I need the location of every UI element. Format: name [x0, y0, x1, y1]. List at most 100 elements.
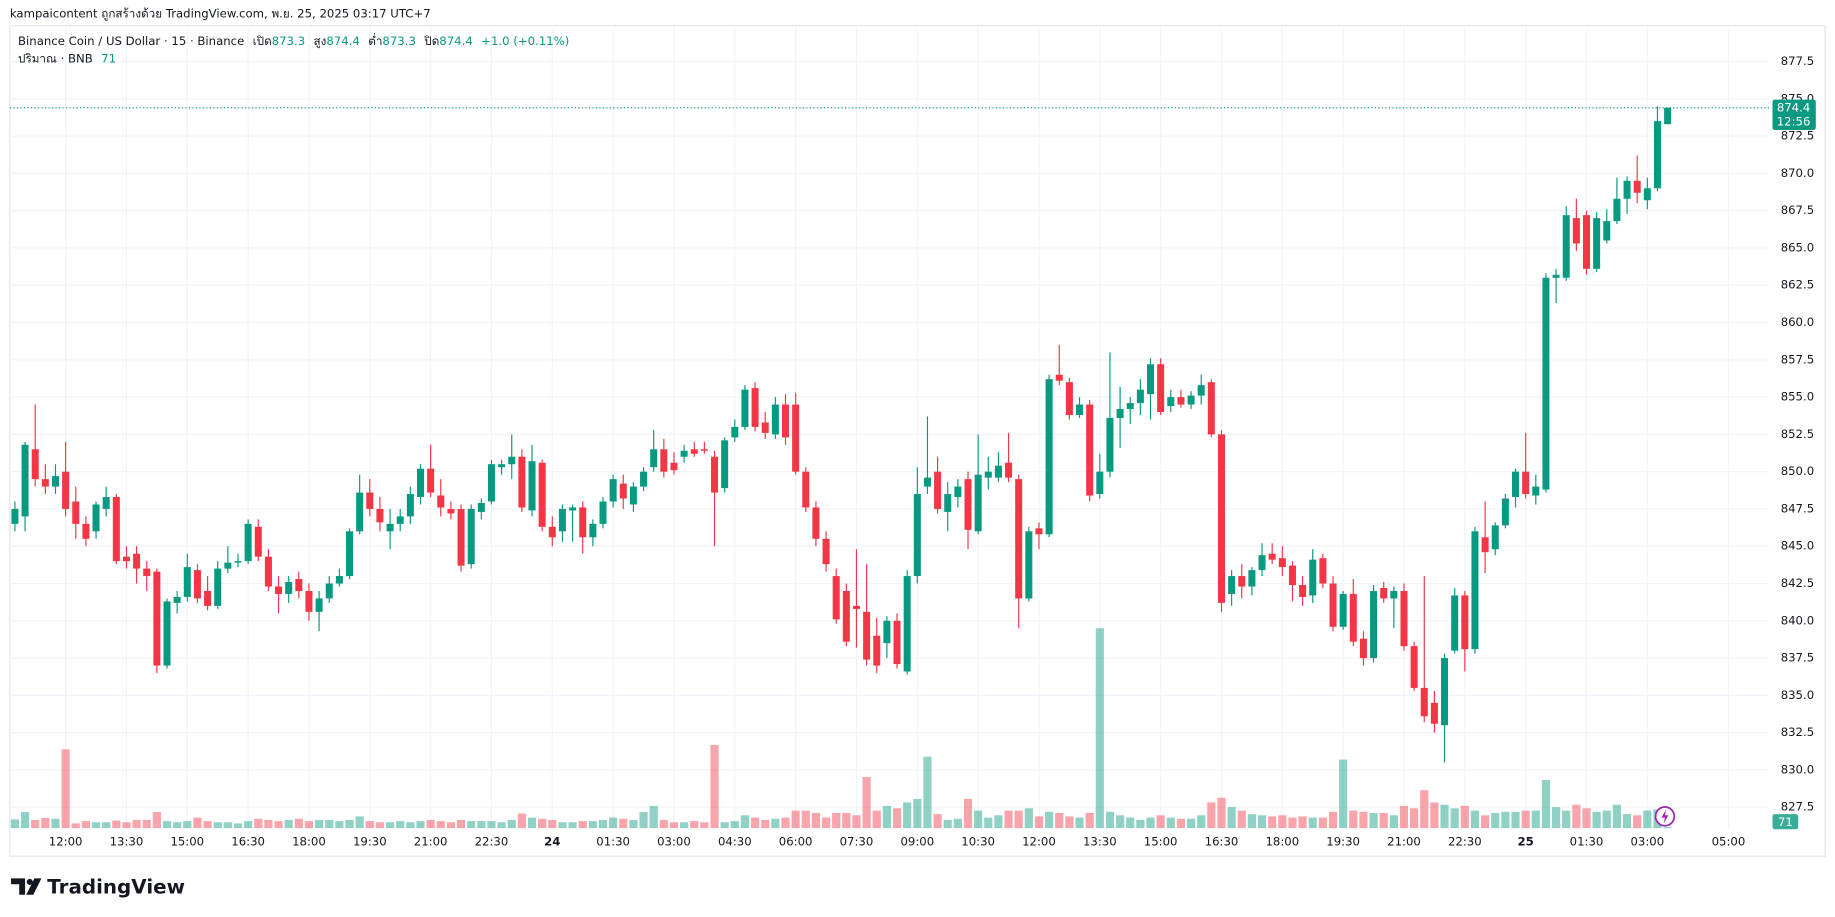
volume-bar — [142, 819, 151, 829]
candle-body — [579, 507, 587, 538]
y-tick-label: 877.5 — [1781, 54, 1814, 68]
volume-bar — [1582, 808, 1591, 829]
volume-bar — [61, 749, 70, 829]
candle-body — [193, 570, 201, 599]
candle-body — [72, 501, 80, 524]
volume-bar — [548, 819, 557, 829]
candle-body — [133, 553, 141, 569]
candle-body — [285, 582, 293, 594]
volume-bar — [639, 812, 648, 829]
volume-bar — [649, 805, 658, 829]
candle-body — [1258, 555, 1266, 571]
candle-body — [1582, 215, 1591, 269]
y-tick-label: 867.5 — [1781, 203, 1814, 217]
volume-bar — [335, 821, 344, 829]
volume-bar — [385, 822, 395, 829]
volume-bar — [31, 819, 40, 829]
x-tick-label: 25 — [1518, 835, 1534, 849]
candle-body — [1339, 593, 1347, 627]
x-tick-label: 16:30 — [1205, 835, 1239, 849]
candle-body — [1045, 379, 1053, 535]
volume-bar — [811, 812, 821, 829]
volume-bar — [1207, 802, 1216, 829]
volume-bar — [882, 805, 891, 829]
volume-bar — [720, 822, 729, 829]
volume-bar — [1551, 807, 1561, 829]
candle-body — [1471, 531, 1479, 650]
y-tick-label: 842.5 — [1781, 576, 1814, 590]
volume-bar — [102, 822, 111, 829]
x-tick-label: 01:30 — [1570, 835, 1604, 849]
volume-bar — [1227, 807, 1236, 829]
volume-bar — [527, 817, 537, 829]
candle-body — [994, 465, 1002, 478]
candle-body — [214, 568, 222, 606]
volume-bar — [1592, 811, 1601, 829]
candle-body — [558, 508, 566, 532]
volume-bar — [284, 819, 293, 829]
candle-body — [711, 456, 719, 493]
candle-body — [1491, 525, 1499, 550]
volume-bar — [1217, 797, 1226, 829]
candle-body — [619, 483, 627, 499]
brand: TradingView — [47, 875, 185, 898]
candle-body — [873, 635, 881, 666]
candle-body — [295, 579, 303, 591]
candle-body — [984, 471, 992, 478]
volume-bar — [71, 823, 80, 829]
candle-body — [102, 497, 110, 509]
candle-body — [82, 523, 90, 539]
volume-bar — [842, 812, 851, 829]
legend: Binance Coin / US Dollar · 15 · Binance … — [18, 32, 569, 48]
volume-bar — [1237, 810, 1246, 829]
volume-bar — [416, 821, 425, 829]
legend-open-label: เปิด — [253, 33, 272, 47]
volume-bar — [1430, 802, 1439, 829]
candle-body — [1349, 593, 1357, 642]
volume-bar — [1379, 812, 1388, 829]
volume-bar — [690, 821, 699, 829]
candle-body — [1430, 702, 1438, 724]
candle-body — [1187, 395, 1195, 405]
candle-body — [1157, 364, 1165, 413]
candle-body — [934, 471, 942, 509]
volume-bar — [892, 808, 902, 829]
candle-body — [143, 568, 151, 577]
candle-body — [974, 474, 982, 532]
candle-body — [1288, 565, 1296, 586]
volume-bar — [1156, 815, 1165, 829]
volume-bar — [1511, 811, 1520, 829]
x-tick-label: 18:00 — [1265, 835, 1299, 849]
volume-bar — [629, 819, 638, 829]
y-tick-label: 832.5 — [1781, 725, 1814, 739]
candle-layer — [9, 106, 1769, 763]
volume-bar — [1288, 817, 1297, 829]
y-tick-label: 850.0 — [1781, 464, 1814, 478]
text-layer: 12:00 13:30 15:00 16:30 18:00 19:30 21:00 22:30… — [49, 54, 1816, 849]
candle-body — [1167, 397, 1175, 407]
candle-body — [396, 516, 404, 524]
volume-bar — [1075, 817, 1084, 829]
candle-body — [771, 404, 779, 435]
x-tick-label: 07:30 — [840, 835, 874, 849]
candle-body — [538, 462, 546, 527]
volume-bar — [1257, 815, 1267, 829]
x-tick-label: 22:30 — [475, 835, 509, 849]
candle-body — [528, 461, 536, 511]
candle-body — [923, 477, 931, 487]
candle-body — [204, 590, 212, 606]
volume-bar — [41, 817, 50, 829]
x-tick-label: 09:00 — [900, 835, 934, 849]
candle-body — [1207, 382, 1215, 435]
volume-bar — [821, 817, 831, 829]
volume-bar — [193, 817, 202, 829]
candle-body — [1410, 646, 1418, 688]
volume-bar — [1278, 815, 1287, 829]
y-tick-label: 827.5 — [1781, 800, 1814, 814]
volume-bar — [1339, 759, 1348, 829]
alert-icon — [1654, 806, 1676, 827]
y-tick-label: 847.5 — [1781, 501, 1814, 515]
volume-bar — [953, 818, 962, 829]
volume-bar — [963, 798, 973, 829]
